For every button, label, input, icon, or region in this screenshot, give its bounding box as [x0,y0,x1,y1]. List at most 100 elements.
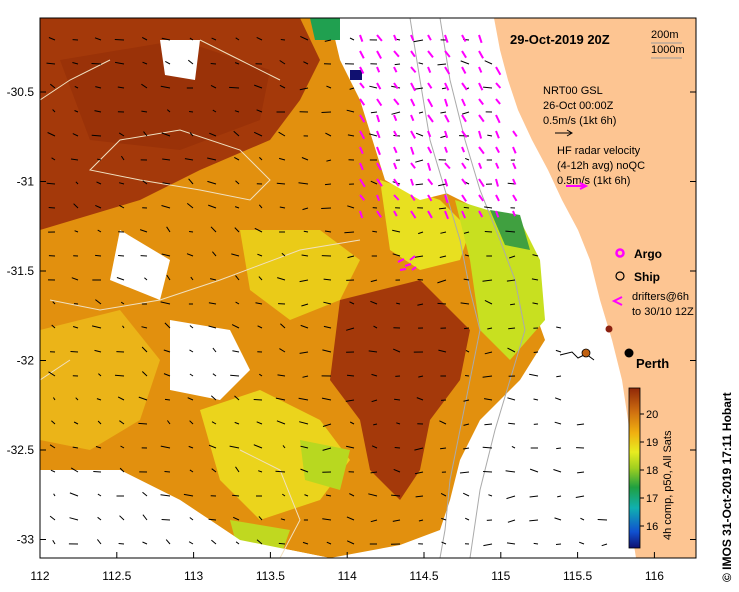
gsl-arrow [207,180,217,185]
hf-arrow [444,98,449,107]
gsl-arrow [460,302,470,305]
gsl-arrow [555,349,562,353]
gsl-arrow [322,349,332,353]
x-tick-label: 115 [491,569,510,583]
y-axis: -30.5 -31 -31.5 -32 -32.5 -33 [7,85,696,547]
gsl-arrow [234,110,240,113]
gsl-arrow [532,302,539,305]
gsl-arrow [506,495,516,500]
gsl-arrow [597,519,608,521]
gsl-arrow [371,373,378,377]
gsl-arrow [97,539,102,545]
gsl-arrow [183,493,194,497]
hf-arrow [495,178,499,187]
gsl-arrow [465,157,470,161]
gsl-arrow [232,516,240,521]
gsl-arrow [142,61,148,65]
gsl-arrow [440,447,447,450]
gsl-arrow [49,83,56,89]
gsl-arrow [345,399,355,402]
hf-arrow [444,146,448,153]
gsl-arrow [418,375,424,378]
gsl-arrow [208,204,217,209]
gsl-legend-date: 26-Oct 00:00Z [543,100,614,112]
gsl-arrow [483,86,493,89]
gsl-arrow [235,37,240,41]
gsl-arrow [507,519,516,523]
gsl-arrow [72,133,79,137]
y-tick-label: -32.5 [7,443,35,457]
gsl-arrow [326,541,332,545]
gsl-arrow [212,109,217,113]
gsl-arrow [162,182,171,185]
hf-arrow [478,50,484,59]
gsl-arrow [115,61,125,65]
gsl-arrow [143,131,148,137]
gsl-arrow [393,468,401,473]
gsl-arrow [508,327,516,330]
gsl-arrow [189,37,194,41]
gsl-arrow [70,158,79,161]
gsl-arrow [349,87,355,90]
gsl-arrow [142,180,148,185]
hf-arrow [410,98,416,107]
gsl-arrow [345,445,355,449]
gsl-arrow [207,157,217,161]
hf-radar-arrows [359,34,518,220]
gsl-arrow [440,111,447,114]
hf-arrow [478,130,483,139]
colorbar [628,387,641,549]
gsl-arrow [51,157,56,161]
gsl-arrow [391,494,401,497]
hf-arrow [376,130,381,139]
gsl-arrow [75,181,79,185]
gsl-arrow [439,255,447,258]
hf-arrow [512,194,518,202]
gsl-arrow [416,397,424,401]
gsl-arrow [417,303,424,306]
gsl-arrow [554,397,562,401]
gsl-arrow [533,542,539,545]
gsl-arrow [299,351,309,354]
gsl-arrow [230,374,240,377]
hf-arrow [427,130,432,138]
gsl-arrow [234,421,240,425]
hf-arrow [376,98,383,107]
hf-arrow [495,114,501,124]
hf-arrow [444,130,449,139]
gsl-arrow [510,303,516,306]
gsl-arrow [255,302,263,305]
gsl-arrow [554,517,562,521]
gsl-arrow [438,349,447,353]
gsl-arrow [276,420,286,425]
gsl-arrow [275,397,286,401]
hf-arrow [495,98,501,105]
ship-symbol [615,271,625,281]
hf-arrow [393,114,398,122]
drifter-legend-label: drifters@6h [632,291,689,303]
gsl-arrow [74,85,79,89]
gsl-arrow [417,279,424,281]
gsl-arrow [97,229,102,233]
gsl-arrow [211,468,217,473]
gsl-arrow [414,471,424,475]
gsl-arrow [438,183,447,187]
gsl-arrow [91,325,102,329]
gsl-arrow [184,158,194,161]
gsl-arrow [579,541,585,545]
gsl-arrow [414,255,424,258]
gsl-arrow [483,543,493,547]
gsl-arrow [371,445,378,449]
gsl-arrow [279,84,286,89]
gsl-arrow [346,327,355,331]
gsl-arrow [187,59,194,65]
gsl-arrow [299,279,309,283]
gsl-arrow [52,397,56,401]
gsl-arrow [51,420,56,425]
gsl-arrow [47,132,56,137]
gsl-arrow [208,444,217,449]
gsl-arrow [187,397,194,401]
gsl-arrow [211,37,217,41]
gsl-arrow [437,302,447,305]
hf-arrow [444,162,451,170]
